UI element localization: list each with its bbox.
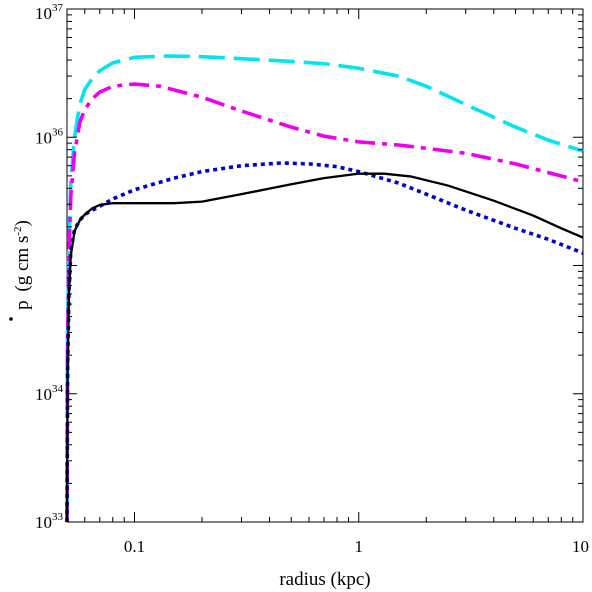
y-tick-label: 1037 [35, 2, 64, 23]
series-line-2 [65, 82, 584, 523]
y-axis-label-units-exp: -2 [12, 226, 24, 235]
x-tick-label: 10 [572, 537, 589, 556]
series-line-1 [65, 54, 584, 523]
y-tick-label: 1036 [35, 126, 64, 147]
x-tick-label: 1 [355, 537, 364, 556]
y-tick-label: 1033 [35, 511, 64, 532]
series-line-3 [65, 161, 584, 523]
x-tick-label: 0.1 [124, 537, 145, 556]
y-axis-label-dot [9, 317, 13, 321]
y-axis-label-units: (g cm s [12, 236, 33, 292]
y-axis-label-symbol: p [12, 300, 33, 310]
y-axis-label-units-close: ) [12, 220, 33, 226]
x-axis-label: radius (kpc) [279, 569, 370, 590]
tick-label-layer: 0.1 1 10 1033 1034 1036 1037 [35, 2, 589, 556]
series-layer [65, 54, 584, 523]
svg-text:p (g cm s-2): p (g cm s-2) [12, 220, 33, 310]
y-tick-label: 1034 [35, 383, 64, 404]
y-axis-label: p (g cm s-2) [9, 220, 33, 321]
series-line-4 [65, 172, 584, 523]
tick-layer [66, 8, 584, 523]
